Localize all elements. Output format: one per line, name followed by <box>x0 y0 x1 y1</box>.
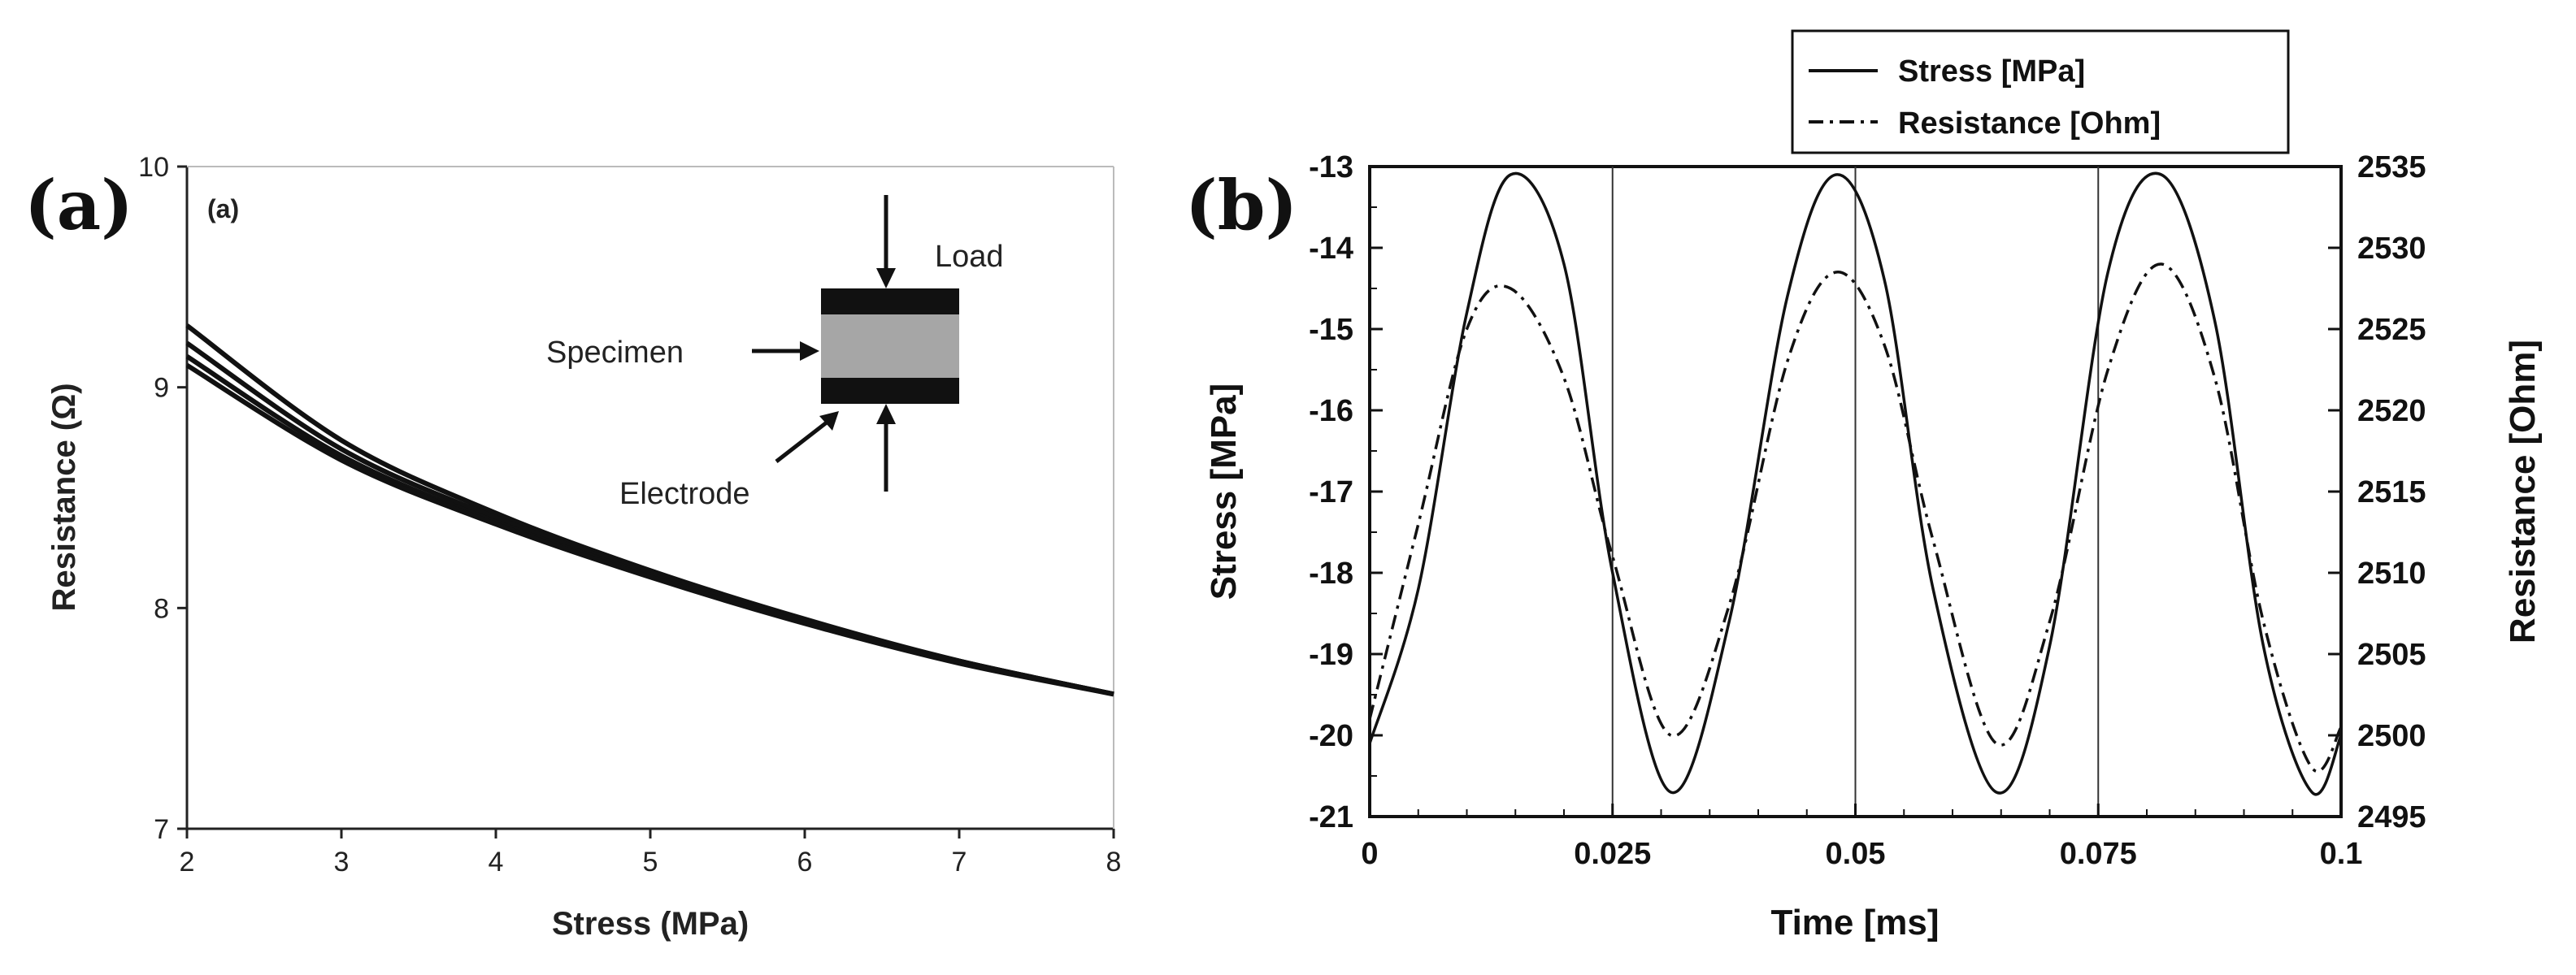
a-y-tick-label: 9 <box>154 373 169 404</box>
electrode-arrow <box>775 418 832 463</box>
a-y-tick-label: 7 <box>154 814 169 845</box>
specimen-block <box>821 314 959 378</box>
b-right-y-tick-label: 2535 <box>2357 150 2426 184</box>
b-right-y-tick-label: 2520 <box>2357 394 2426 428</box>
b-right-y-tick-label: 2525 <box>2357 313 2426 347</box>
b-left-y-tick-label: -14 <box>1309 232 1353 266</box>
b-left-y-tick-label: -16 <box>1309 394 1353 428</box>
a-y-tick-label: 8 <box>154 593 169 624</box>
b-left-y-tick-label: -21 <box>1309 800 1353 834</box>
b-left-y-tick-label: -13 <box>1309 150 1353 184</box>
legend-label-resistance: Resistance [Ohm] <box>1898 106 2161 141</box>
b-left-y-tick-label: -15 <box>1309 313 1353 347</box>
panel-b-x-label: Time [ms] <box>1770 903 1939 942</box>
panel-b-left-y-label: Stress [MPa] <box>1204 384 1244 600</box>
panel-b-letter: (b) <box>1185 165 1297 245</box>
legend-label-stress: Stress [MPa] <box>1898 54 2085 89</box>
b-x-tick-label: 0.025 <box>1574 837 1651 871</box>
a-x-tick-label: 4 <box>489 847 504 878</box>
b-left-y-tick-label: -18 <box>1309 557 1353 591</box>
load-arrow-top-head <box>876 268 896 288</box>
panel-b-series <box>1368 171 2343 796</box>
a-series-line <box>185 340 1114 697</box>
b-x-tick-label: 0 <box>1361 837 1378 871</box>
a-x-tick-label: 8 <box>1106 847 1122 878</box>
panel-b-right-y-label: Resistance [Ohm] <box>2503 340 2543 644</box>
b-right-y-tick-label: 2500 <box>2357 719 2426 753</box>
panel-b-right-y-ticks: 2535 2530 2525 2520 2515 2510 2505 2500 2495 <box>2328 150 2426 834</box>
panel-b-legend: Stress [MPa] Resistance [Ohm] <box>1791 29 2290 154</box>
a-x-tick-label: 2 <box>180 847 195 878</box>
electrode-annotation: Electrode <box>619 477 750 511</box>
b-left-y-tick-label: -19 <box>1309 638 1353 672</box>
load-annotation: Load <box>935 240 1004 274</box>
b-right-y-tick-label: 2495 <box>2357 800 2426 834</box>
b-x-tick-label: 0.05 <box>1826 837 1886 871</box>
b-right-y-tick-label: 2510 <box>2357 557 2426 591</box>
b-x-tick-label: 0.1 <box>2320 837 2363 871</box>
panel-a-series <box>185 323 1114 697</box>
specimen-schematic: Load Specimen Electrode <box>546 195 1004 511</box>
panel-a-inset-tag: (a) <box>207 194 239 223</box>
b-x-tick-label: 0.075 <box>2060 837 2137 871</box>
b-left-y-tick-label: -17 <box>1309 475 1353 509</box>
panel-a-y-ticks: 7 8 9 10 <box>138 152 187 845</box>
panel-b-left-y-ticks: -13 -14 -15 -16 -17 -18 -19 -20 -21 <box>1309 150 1383 834</box>
a-series-line <box>185 362 1114 697</box>
a-x-tick-label: 5 <box>643 847 658 878</box>
panel-b: (b) Stress [MPa] Resistance [Ohm] 0 0.025… <box>1185 29 2543 942</box>
a-y-tick-label: 10 <box>138 152 169 183</box>
panel-a-letter: (a) <box>24 165 133 245</box>
a-x-tick-label: 7 <box>952 847 967 878</box>
specimen-annotation: Specimen <box>546 336 684 370</box>
a-series-line <box>185 354 1114 697</box>
top-electrode <box>821 288 959 314</box>
panel-a: (a) (a) 2 3 4 5 6 7 8 7 8 9 10 Stress (MPa) Resis… <box>24 152 1121 942</box>
b-left-y-tick-label: -20 <box>1309 719 1353 753</box>
panel-a-x-label: Stress (MPa) <box>552 906 749 942</box>
a-x-tick-label: 6 <box>797 847 813 878</box>
load-arrow-bottom-head <box>876 404 896 424</box>
b-resistance-line <box>1368 262 2343 773</box>
panel-b-vertical-lines <box>1611 167 2100 817</box>
specimen-arrow-head <box>800 341 819 361</box>
panel-a-y-label: Resistance (Ω) <box>46 383 82 611</box>
b-right-y-tick-label: 2515 <box>2357 475 2426 509</box>
legend-box <box>1791 29 2290 154</box>
b-right-y-tick-label: 2505 <box>2357 638 2426 672</box>
electrode-arrow-head <box>819 411 839 431</box>
bottom-electrode <box>821 378 959 404</box>
a-x-tick-label: 3 <box>334 847 350 878</box>
panel-b-x-ticks: 0 0.025 0.05 0.075 0.1 <box>1361 804 2362 871</box>
b-right-y-tick-label: 2530 <box>2357 232 2426 266</box>
panel-a-x-ticks: 2 3 4 5 6 7 8 <box>180 829 1122 878</box>
b-stress-line <box>1368 171 2343 796</box>
